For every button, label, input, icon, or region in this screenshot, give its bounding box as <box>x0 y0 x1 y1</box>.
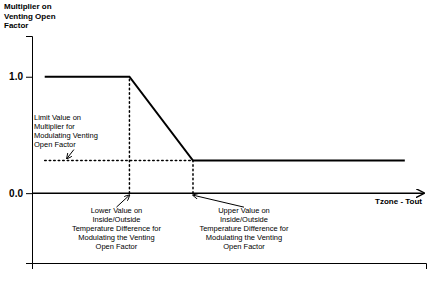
zero-line <box>32 192 424 194</box>
y-tick-mark <box>26 193 32 194</box>
annotation-arrow <box>193 195 244 207</box>
plot: 0.0 1.0 <box>9 37 426 270</box>
line <box>45 77 405 161</box>
annotation-arrow <box>116 195 129 207</box>
annotation: Lower Value onInside/OutsideTemperature … <box>72 206 162 251</box>
y-tick-label: 0.0 <box>9 188 23 199</box>
y-tick-label: 1.0 <box>9 71 23 82</box>
y-tick: 1.0 <box>9 71 32 82</box>
lines <box>45 77 405 193</box>
guide-line <box>45 160 193 162</box>
y-axis-line <box>26 37 33 264</box>
y-tick-mark <box>26 77 32 78</box>
x-axis <box>33 264 427 270</box>
annotations: Limit Value onMultiplier forModulating V… <box>34 113 289 252</box>
annotation-arrow <box>67 150 74 159</box>
y-tick: 0.0 <box>9 188 32 199</box>
chart: 0.0 1.0 Multiplier onVenting OpenFactor Tzo… <box>0 0 436 285</box>
x-axis-line <box>33 264 427 270</box>
annotation: Limit Value onMultiplier forModulating V… <box>34 113 98 149</box>
annotation: Upper Value onInside/OutsideTemperature … <box>199 206 289 251</box>
guide-line <box>192 161 194 194</box>
y-axis-label: Multiplier onVenting OpenFactor <box>4 2 56 30</box>
y-axis: 0.0 1.0 <box>9 37 32 264</box>
guide-line <box>129 77 131 193</box>
x-axis-label: Tzone - Tout <box>375 197 422 206</box>
